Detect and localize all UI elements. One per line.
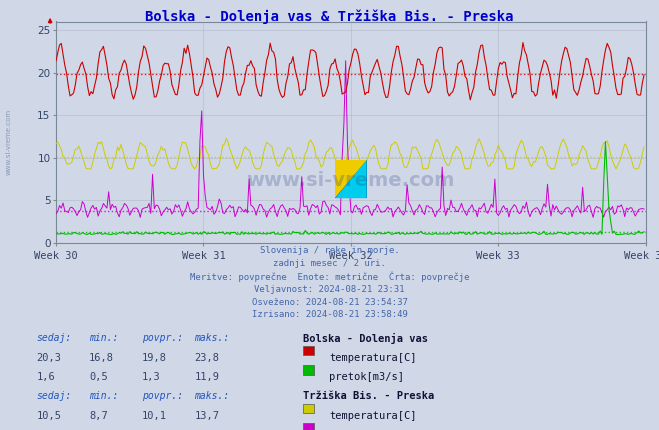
Text: min.:: min.: — [89, 391, 119, 401]
Text: 10,1: 10,1 — [142, 411, 167, 421]
Text: 20,3: 20,3 — [36, 353, 61, 362]
Text: www.si-vreme.com: www.si-vreme.com — [246, 172, 455, 190]
Text: 0,5: 0,5 — [89, 372, 107, 382]
Text: povpr.:: povpr.: — [142, 391, 183, 401]
Text: Izrisano: 2024-08-21 23:58:49: Izrisano: 2024-08-21 23:58:49 — [252, 310, 407, 319]
Text: Slovenija / reke in morje.: Slovenija / reke in morje. — [260, 246, 399, 255]
Text: 8,7: 8,7 — [89, 411, 107, 421]
Text: 1,3: 1,3 — [142, 372, 160, 382]
Text: maks.:: maks.: — [194, 391, 229, 401]
Text: Bolska - Dolenja vas & Tržiška Bis. - Preska: Bolska - Dolenja vas & Tržiška Bis. - Pr… — [145, 9, 514, 24]
Text: sedaj:: sedaj: — [36, 333, 71, 343]
Text: Tržiška Bis. - Preska: Tržiška Bis. - Preska — [303, 391, 434, 401]
Text: 16,8: 16,8 — [89, 353, 114, 362]
Text: temperatura[C]: temperatura[C] — [330, 411, 417, 421]
Text: 13,7: 13,7 — [194, 411, 219, 421]
Text: min.:: min.: — [89, 333, 119, 343]
Text: Veljavnost: 2024-08-21 23:31: Veljavnost: 2024-08-21 23:31 — [254, 285, 405, 294]
Text: Meritve: povprečne  Enote: metrične  Črta: povprečje: Meritve: povprečne Enote: metrične Črta:… — [190, 272, 469, 282]
Text: temperatura[C]: temperatura[C] — [330, 353, 417, 362]
Text: 11,9: 11,9 — [194, 372, 219, 382]
Text: povpr.:: povpr.: — [142, 333, 183, 343]
Text: Osveženo: 2024-08-21 23:54:37: Osveženo: 2024-08-21 23:54:37 — [252, 298, 407, 307]
Polygon shape — [335, 160, 366, 198]
Text: 1,6: 1,6 — [36, 372, 55, 382]
Text: sedaj:: sedaj: — [36, 391, 71, 401]
Text: zadnji mesec / 2 uri.: zadnji mesec / 2 uri. — [273, 259, 386, 268]
Text: 23,8: 23,8 — [194, 353, 219, 362]
Text: 10,5: 10,5 — [36, 411, 61, 421]
Text: maks.:: maks.: — [194, 333, 229, 343]
Text: www.si-vreme.com: www.si-vreme.com — [5, 109, 12, 175]
Bar — [335, 160, 366, 198]
Text: Bolska - Dolenja vas: Bolska - Dolenja vas — [303, 333, 428, 344]
Text: pretok[m3/s]: pretok[m3/s] — [330, 372, 405, 382]
Polygon shape — [335, 160, 366, 198]
Text: 19,8: 19,8 — [142, 353, 167, 362]
